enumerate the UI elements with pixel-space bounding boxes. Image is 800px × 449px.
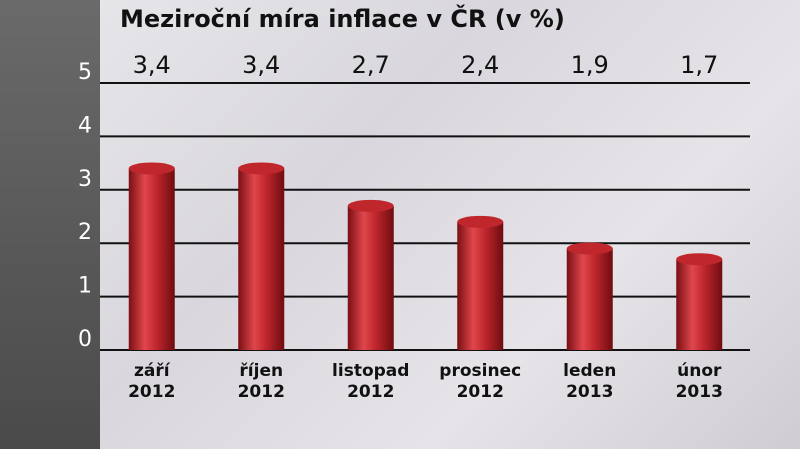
x-tick-label: únor 2013 bbox=[675, 361, 723, 402]
bar bbox=[457, 215, 504, 350]
x-tick-label: listopad 2012 bbox=[332, 361, 410, 402]
bar bbox=[566, 242, 613, 350]
bar bbox=[128, 162, 175, 350]
value-label: 3,4 bbox=[242, 51, 280, 79]
y-tick-label: 5 bbox=[78, 60, 92, 85]
value-label: 3,4 bbox=[133, 51, 171, 79]
value-label: 1,9 bbox=[571, 51, 609, 79]
y-tick-label: 3 bbox=[78, 167, 92, 192]
x-tick-label: říjen 2012 bbox=[237, 361, 285, 402]
x-tick-label: prosinec 2012 bbox=[439, 361, 522, 402]
value-label: 2,7 bbox=[352, 51, 390, 79]
value-label: 2,4 bbox=[461, 51, 499, 79]
x-tick-label: leden 2013 bbox=[563, 361, 617, 402]
value-label: 1,7 bbox=[680, 51, 718, 79]
bar bbox=[676, 253, 723, 350]
x-tick-label: září 2012 bbox=[128, 361, 176, 402]
bar bbox=[347, 199, 394, 350]
y-tick-label: 1 bbox=[78, 274, 92, 299]
y-tick-label: 4 bbox=[78, 113, 92, 138]
side-strip bbox=[0, 0, 100, 449]
y-tick-label: 0 bbox=[78, 327, 92, 352]
chart-title: Meziroční míra inflace v ČR (v %) bbox=[120, 3, 565, 33]
y-tick-label: 2 bbox=[78, 220, 92, 245]
bar bbox=[238, 162, 285, 350]
